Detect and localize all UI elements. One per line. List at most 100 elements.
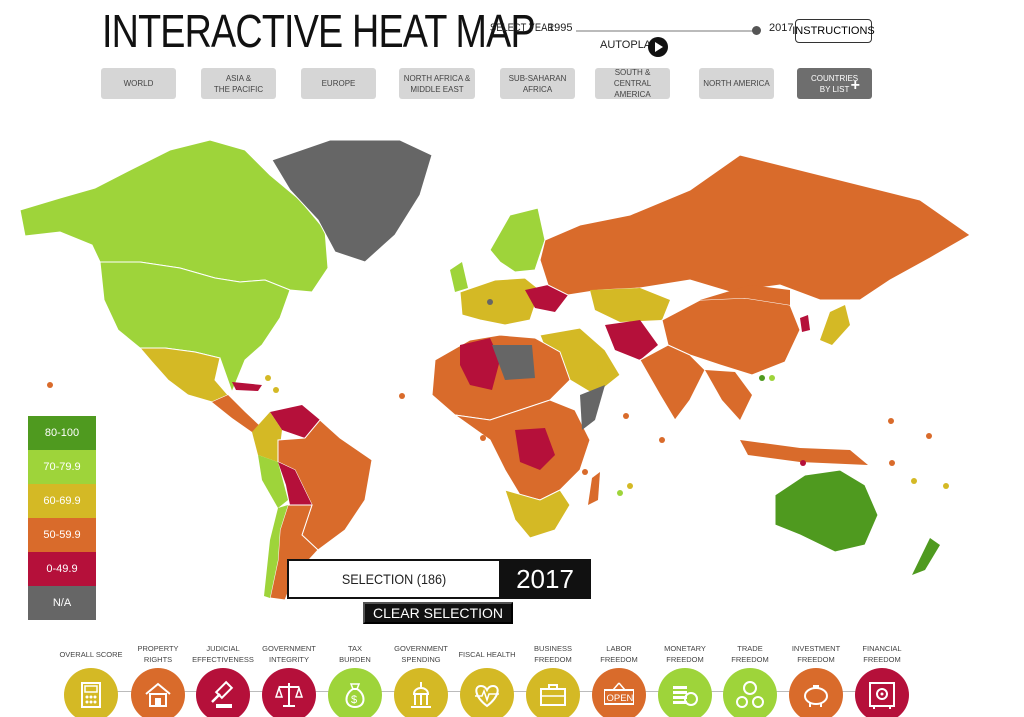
- country-kazakhstan[interactable]: [590, 288, 670, 322]
- country-bolivia[interactable]: [278, 462, 312, 505]
- country-libya[interactable]: [492, 345, 535, 380]
- country-japan[interactable]: [820, 305, 850, 345]
- country-dot[interactable]: [582, 469, 588, 475]
- country-ukraine[interactable]: [525, 285, 568, 312]
- country-western-europe[interactable]: [459, 277, 541, 326]
- country-madagascar[interactable]: [588, 472, 600, 505]
- briefcase-icon[interactable]: [526, 668, 580, 717]
- legend-item-50-59[interactable]: 50-59.9: [28, 518, 96, 552]
- country-dot[interactable]: [273, 387, 279, 393]
- country-iran-afghanistan[interactable]: [605, 320, 658, 360]
- factor-judicial-effectiveness[interactable]: JUDICIAL EFFECTIVENESS: [187, 640, 259, 717]
- house-icon[interactable]: [131, 668, 185, 717]
- factor-labor-freedom[interactable]: LABOR FREEDOM OPEN: [583, 640, 655, 717]
- country-algeria[interactable]: [460, 338, 500, 390]
- country-greenland[interactable]: [271, 140, 433, 263]
- country-new-zealand[interactable]: [912, 538, 940, 575]
- country-dot[interactable]: [888, 418, 894, 424]
- gavel-icon[interactable]: [196, 668, 250, 717]
- world-map[interactable]: [0, 140, 1024, 610]
- play-icon[interactable]: [648, 37, 668, 57]
- country-dot[interactable]: [627, 483, 633, 489]
- calculator-icon[interactable]: [64, 668, 118, 717]
- capitol-icon[interactable]: [394, 668, 448, 717]
- country-dot[interactable]: [943, 483, 949, 489]
- safe-icon[interactable]: [855, 668, 909, 717]
- country-australia[interactable]: [774, 469, 879, 553]
- country-dot[interactable]: [759, 375, 765, 381]
- legend-item-70-79[interactable]: 70-79.9: [28, 450, 96, 484]
- country-north-korea[interactable]: [800, 315, 810, 332]
- region-sub-saharan-africa-button[interactable]: SUB-SAHARAN AFRICA: [500, 68, 575, 99]
- country-cuba[interactable]: [232, 382, 262, 391]
- factor-overall-score[interactable]: OVERALL SCORE: [55, 640, 127, 717]
- heartbeat-icon[interactable]: [460, 668, 514, 717]
- country-dot[interactable]: [800, 460, 806, 466]
- clear-selection-button[interactable]: CLEAR SELECTION: [363, 602, 513, 624]
- open-sign-icon[interactable]: OPEN: [592, 668, 646, 717]
- legend-item-60-69[interactable]: 60-69.9: [28, 484, 96, 518]
- year-slider-handle[interactable]: [752, 26, 761, 35]
- legend-item-na[interactable]: N/A: [28, 586, 96, 620]
- country-southern-africa[interactable]: [504, 489, 571, 539]
- year-max-label: 2017: [769, 22, 794, 34]
- country-dot[interactable]: [769, 375, 775, 381]
- factor-government-integrity[interactable]: GOVERNMENT INTEGRITY: [253, 640, 325, 717]
- factor-financial-freedom[interactable]: FINANCIAL FREEDOM: [846, 640, 918, 717]
- factor-business-freedom[interactable]: BUSINESS FREEDOM: [517, 640, 589, 717]
- piggy-bank-icon[interactable]: [789, 668, 843, 717]
- country-canada[interactable]: [19, 140, 329, 293]
- currency-exchange-icon[interactable]: [723, 668, 777, 717]
- instructions-button[interactable]: INSTRUCTIONS: [792, 19, 875, 43]
- legend-item-0-49[interactable]: 0-49.9: [28, 552, 96, 586]
- country-dot[interactable]: [480, 435, 486, 441]
- country-southeast-asia[interactable]: [705, 370, 752, 420]
- country-somalia[interactable]: [580, 385, 605, 430]
- region-north-africa-middle-east-button[interactable]: NORTH AFRICA & MIDDLE EAST: [399, 68, 475, 99]
- country-chile[interactable]: [264, 505, 288, 598]
- country-dot[interactable]: [617, 490, 623, 496]
- country-dot[interactable]: [623, 413, 629, 419]
- scales-icon[interactable]: [262, 668, 316, 717]
- country-dot[interactable]: [659, 437, 665, 443]
- country-central-america[interactable]: [212, 395, 262, 432]
- country-mongolia[interactable]: [700, 285, 790, 305]
- region-north-america-button[interactable]: NORTH AMERICA: [699, 68, 774, 99]
- countries-by-list-button[interactable]: COUNTRIES BY LIST +: [797, 68, 872, 99]
- country-indonesia[interactable]: [740, 440, 868, 465]
- country-colombia[interactable]: [252, 412, 282, 462]
- region-south-central-america-button[interactable]: SOUTH & CENTRAL AMERICA: [595, 68, 670, 99]
- country-dot[interactable]: [47, 382, 53, 388]
- factor-tax-burden[interactable]: TAX BURDEN $: [319, 640, 391, 717]
- region-europe-button[interactable]: EUROPE: [301, 68, 376, 99]
- country-dot[interactable]: [487, 299, 493, 305]
- country-peru[interactable]: [258, 455, 288, 508]
- factor-trade-freedom[interactable]: TRADE FREEDOM: [714, 640, 786, 717]
- factor-monetary-freedom[interactable]: MONETARY FREEDOM: [649, 640, 721, 717]
- factor-fiscal-health[interactable]: FISCAL HEALTH: [451, 640, 523, 717]
- region-asia-pacific-button[interactable]: ASIA & THE PACIFIC: [201, 68, 276, 99]
- country-dot[interactable]: [265, 375, 271, 381]
- country-dot[interactable]: [889, 460, 895, 466]
- country-dot[interactable]: [399, 393, 405, 399]
- factor-property-rights[interactable]: PROPERTY RIGHTS: [122, 640, 194, 717]
- country-dot[interactable]: [597, 365, 603, 371]
- factor-government-spending[interactable]: GOVERNMENT SPENDING: [385, 640, 457, 717]
- factor-investment-freedom[interactable]: INVESTMENT FREEDOM: [780, 640, 852, 717]
- country-scandinavia[interactable]: [489, 207, 546, 273]
- country-dot[interactable]: [911, 478, 917, 484]
- country-russia[interactable]: [539, 154, 971, 301]
- money-bag-icon[interactable]: $: [328, 668, 382, 717]
- region-world-button[interactable]: WORLD: [101, 68, 176, 99]
- country-drc[interactable]: [515, 428, 555, 470]
- coins-icon[interactable]: [658, 668, 712, 717]
- country-usa[interactable]: [99, 261, 291, 394]
- country-dot[interactable]: [926, 433, 932, 439]
- country-india[interactable]: [639, 344, 706, 421]
- legend-item-80-100[interactable]: 80-100: [28, 416, 96, 450]
- country-uk[interactable]: [450, 262, 468, 292]
- selection-count-label: SELECTION (186): [341, 571, 447, 587]
- factor-label: GOVERNMENT SPENDING: [394, 644, 448, 664]
- year-slider-track[interactable]: [576, 30, 758, 32]
- country-venezuela[interactable]: [270, 405, 320, 438]
